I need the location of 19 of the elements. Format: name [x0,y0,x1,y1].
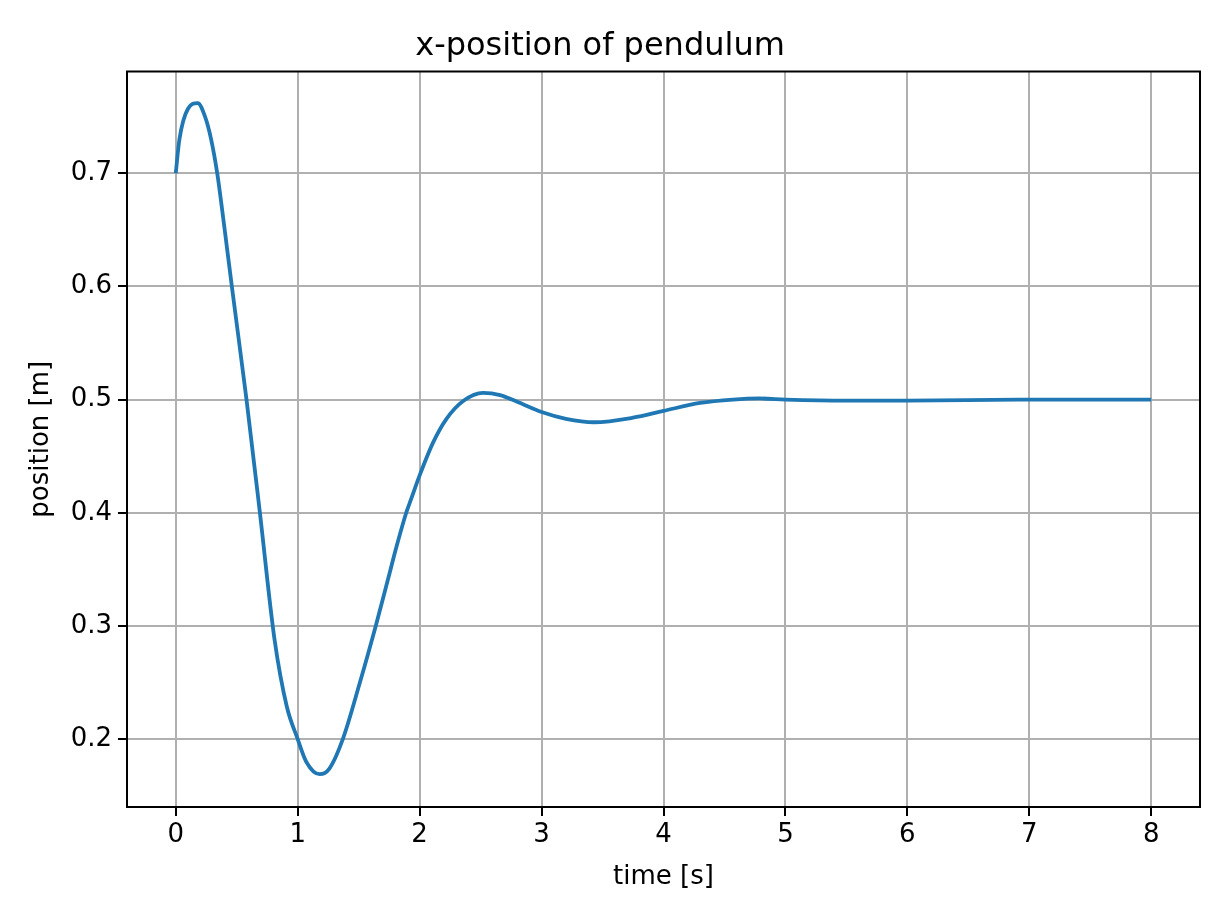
line-series [173,101,1154,777]
chart-title: x-position of pendulum [415,24,785,63]
x-tick-label: 3 [533,818,550,849]
y-tick-label: 0.7 [70,156,112,186]
y-tick-label: 0.2 [70,721,112,752]
x-tick-label: 8 [1142,818,1160,849]
y-tick-label: 0.5 [70,382,112,413]
x-axis-title: time [s] [613,860,714,891]
y-tick-label: 0.4 [70,495,112,526]
y-tick-label: 0.3 [70,608,112,639]
x-tick-label: 6 [899,818,916,849]
x-tick-label: 7 [1021,818,1038,849]
x-tick-label: 4 [655,818,672,849]
x-tick-label: 0 [167,818,185,849]
y-tick-label: 0.6 [70,269,112,300]
x-tick-label: 5 [777,818,794,849]
y-axis-title: position [m] [24,360,55,518]
x-tick-label: 2 [411,818,428,849]
x-tick-label: 1 [289,818,306,849]
